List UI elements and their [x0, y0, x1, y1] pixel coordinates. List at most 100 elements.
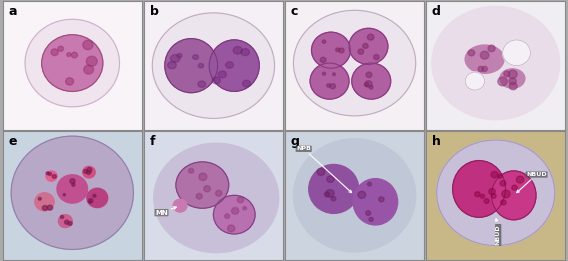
Ellipse shape: [193, 55, 198, 60]
Ellipse shape: [57, 175, 87, 203]
Ellipse shape: [237, 197, 244, 203]
Ellipse shape: [170, 55, 180, 62]
Text: b: b: [149, 5, 158, 18]
Ellipse shape: [503, 40, 531, 66]
Ellipse shape: [488, 45, 495, 52]
Ellipse shape: [324, 192, 329, 197]
Ellipse shape: [225, 214, 229, 218]
Ellipse shape: [11, 136, 133, 250]
Ellipse shape: [209, 40, 259, 91]
Ellipse shape: [327, 176, 334, 182]
Ellipse shape: [500, 69, 525, 88]
Ellipse shape: [349, 28, 388, 64]
Ellipse shape: [48, 173, 52, 175]
Ellipse shape: [168, 62, 176, 69]
Text: h: h: [432, 135, 441, 148]
Ellipse shape: [491, 171, 498, 178]
Ellipse shape: [83, 167, 95, 178]
Ellipse shape: [83, 40, 93, 50]
Ellipse shape: [38, 197, 41, 200]
Ellipse shape: [83, 170, 87, 173]
Ellipse shape: [63, 194, 65, 196]
Ellipse shape: [369, 217, 373, 221]
Ellipse shape: [70, 179, 75, 183]
Ellipse shape: [66, 78, 74, 85]
Text: a: a: [9, 5, 17, 18]
Ellipse shape: [86, 56, 97, 66]
Ellipse shape: [243, 206, 247, 210]
Ellipse shape: [225, 62, 233, 68]
Ellipse shape: [323, 72, 325, 75]
Ellipse shape: [516, 176, 524, 183]
Ellipse shape: [379, 197, 384, 202]
Text: NBUD: NBUD: [517, 172, 547, 193]
Text: e: e: [9, 135, 17, 148]
Ellipse shape: [317, 168, 325, 176]
Ellipse shape: [204, 186, 211, 192]
Ellipse shape: [59, 215, 72, 228]
Ellipse shape: [25, 19, 119, 107]
Ellipse shape: [339, 48, 344, 53]
Ellipse shape: [498, 174, 502, 178]
Ellipse shape: [352, 63, 391, 99]
Ellipse shape: [437, 140, 555, 246]
Ellipse shape: [177, 54, 182, 58]
Ellipse shape: [500, 181, 506, 186]
Ellipse shape: [47, 205, 53, 210]
Text: c: c: [291, 5, 298, 18]
Ellipse shape: [478, 66, 484, 72]
Ellipse shape: [35, 193, 54, 211]
Ellipse shape: [369, 86, 373, 89]
Ellipse shape: [89, 199, 93, 203]
Ellipse shape: [165, 39, 218, 93]
Ellipse shape: [72, 183, 75, 186]
Ellipse shape: [504, 71, 510, 76]
Ellipse shape: [51, 49, 59, 56]
Ellipse shape: [366, 72, 372, 78]
Ellipse shape: [89, 201, 91, 203]
Ellipse shape: [87, 188, 108, 207]
Ellipse shape: [294, 139, 416, 252]
Text: f: f: [149, 135, 155, 148]
Ellipse shape: [41, 35, 103, 91]
Ellipse shape: [512, 185, 517, 190]
Text: MN: MN: [155, 207, 176, 216]
Ellipse shape: [475, 192, 480, 197]
Ellipse shape: [358, 191, 366, 198]
Ellipse shape: [196, 193, 202, 199]
Ellipse shape: [152, 13, 274, 118]
Ellipse shape: [68, 222, 72, 226]
Ellipse shape: [333, 73, 336, 76]
Ellipse shape: [453, 161, 506, 217]
Ellipse shape: [46, 172, 49, 175]
Ellipse shape: [327, 84, 331, 87]
Ellipse shape: [198, 63, 203, 68]
Ellipse shape: [310, 63, 349, 99]
Ellipse shape: [241, 49, 249, 56]
Ellipse shape: [46, 171, 57, 181]
Ellipse shape: [83, 65, 94, 74]
Ellipse shape: [336, 48, 340, 52]
Ellipse shape: [233, 46, 242, 54]
Ellipse shape: [60, 215, 64, 218]
Text: NPB: NPB: [296, 146, 352, 193]
Ellipse shape: [366, 211, 371, 215]
Ellipse shape: [488, 188, 495, 194]
Ellipse shape: [173, 199, 187, 212]
Ellipse shape: [65, 220, 69, 224]
Ellipse shape: [326, 189, 334, 197]
Ellipse shape: [367, 182, 371, 186]
Ellipse shape: [465, 45, 504, 73]
Text: NBUD: NBUD: [495, 219, 501, 245]
Ellipse shape: [491, 194, 496, 198]
Ellipse shape: [52, 175, 56, 178]
Text: g: g: [291, 135, 299, 148]
Ellipse shape: [218, 71, 227, 78]
Ellipse shape: [330, 84, 336, 89]
Ellipse shape: [509, 82, 517, 90]
Ellipse shape: [322, 40, 326, 43]
Ellipse shape: [66, 53, 71, 56]
Ellipse shape: [465, 72, 485, 90]
Ellipse shape: [374, 55, 379, 60]
Text: d: d: [432, 5, 441, 18]
